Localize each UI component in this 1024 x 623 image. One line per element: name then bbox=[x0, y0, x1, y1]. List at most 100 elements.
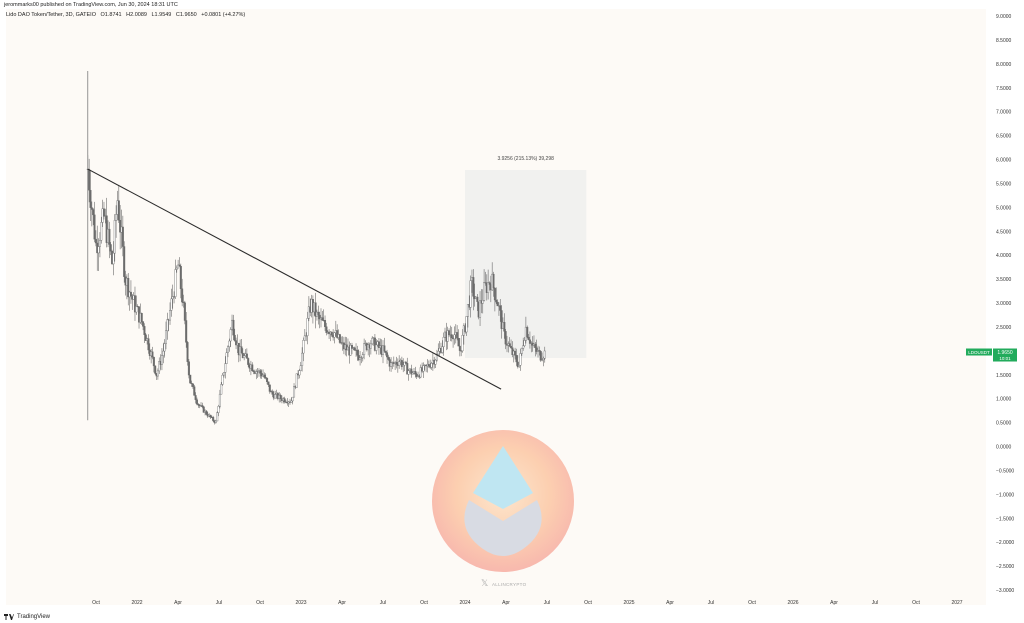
candle-body bbox=[395, 361, 398, 365]
candle-body bbox=[403, 361, 406, 366]
candle-body bbox=[274, 394, 277, 399]
candle-body bbox=[190, 382, 193, 385]
candle-body bbox=[488, 282, 491, 285]
candle-body bbox=[302, 340, 305, 354]
candle-body bbox=[129, 291, 132, 296]
candle-body bbox=[543, 350, 546, 359]
candle-body bbox=[117, 200, 120, 221]
candle-body bbox=[516, 361, 519, 367]
candle-body bbox=[195, 399, 198, 405]
candle-body bbox=[191, 383, 194, 387]
candle-body bbox=[404, 361, 407, 364]
candle-body bbox=[305, 335, 308, 337]
y-tick-label: 8.0000 bbox=[996, 62, 1012, 68]
x-tick-label: 2022 bbox=[131, 600, 142, 606]
candle-body bbox=[406, 363, 409, 375]
candle-body bbox=[466, 304, 469, 317]
x-tick-label: Oct bbox=[584, 600, 592, 606]
candle-body bbox=[232, 319, 235, 336]
candle-body bbox=[240, 346, 243, 354]
y-tick-label: 7.5000 bbox=[996, 86, 1012, 92]
candle-body bbox=[301, 352, 304, 366]
y-tick-label: 1.5000 bbox=[996, 373, 1012, 379]
candle-body bbox=[156, 370, 159, 377]
candle-body bbox=[499, 305, 502, 311]
candle-body bbox=[472, 277, 475, 297]
y-tick-label: 1.0000 bbox=[996, 397, 1012, 403]
x-tick-label: Apr bbox=[666, 600, 674, 606]
candle-body bbox=[333, 332, 336, 338]
candle-body bbox=[90, 207, 93, 210]
candle-body bbox=[492, 273, 495, 289]
candle-body bbox=[504, 331, 507, 345]
candle-body bbox=[119, 220, 122, 233]
y-tick-label: −3.0000 bbox=[996, 588, 1014, 594]
footer: TradingView bbox=[4, 614, 50, 620]
candle-body bbox=[151, 351, 154, 358]
candle-body bbox=[187, 361, 190, 376]
candle-body bbox=[201, 405, 204, 408]
candle-body bbox=[268, 384, 271, 392]
candle-body bbox=[197, 403, 200, 406]
candle-body bbox=[177, 264, 180, 269]
candle-body bbox=[247, 358, 250, 365]
candle-body bbox=[483, 282, 486, 301]
candle-body bbox=[241, 353, 244, 359]
candle-body bbox=[179, 266, 182, 290]
y-tick-label: 6.5000 bbox=[996, 134, 1012, 140]
candle-body bbox=[386, 352, 389, 358]
candle-body bbox=[173, 296, 176, 298]
candle-body bbox=[523, 340, 526, 346]
candle-body bbox=[299, 365, 302, 371]
candle-body bbox=[89, 189, 92, 208]
candle-body bbox=[441, 346, 444, 353]
candle-body bbox=[375, 344, 378, 351]
candle-body bbox=[526, 326, 529, 338]
candle-body bbox=[293, 386, 296, 398]
candle-body bbox=[534, 343, 537, 349]
y-tick-label: 4.0000 bbox=[996, 253, 1012, 259]
candle-body bbox=[361, 354, 364, 358]
y-tick-label: −1.0000 bbox=[996, 492, 1014, 498]
y-tick-label: −2.5000 bbox=[996, 564, 1014, 570]
candle-body bbox=[209, 414, 212, 418]
candle-body bbox=[453, 334, 456, 340]
candle-body bbox=[243, 355, 246, 359]
candle-body bbox=[102, 208, 105, 217]
candle-body bbox=[216, 412, 219, 422]
candle-body bbox=[338, 334, 341, 343]
candle-body bbox=[520, 348, 523, 354]
candle-body bbox=[171, 296, 174, 300]
candle-body bbox=[330, 331, 333, 336]
candle-body bbox=[202, 406, 205, 413]
y-tick-label: −1.5000 bbox=[996, 516, 1014, 522]
candle-body bbox=[133, 295, 136, 313]
candle-body bbox=[251, 364, 254, 371]
ohlc-close: C1.9650 bbox=[175, 12, 197, 18]
candle-body bbox=[383, 345, 386, 352]
candle-body bbox=[94, 238, 97, 244]
candle-body bbox=[519, 353, 522, 366]
candle-body bbox=[140, 312, 143, 322]
candle-body bbox=[430, 363, 433, 368]
lido-drop-lower-icon bbox=[464, 500, 542, 556]
candle-body bbox=[324, 320, 327, 327]
candle-body bbox=[193, 386, 196, 396]
candle-countdown-label: 10:01 bbox=[999, 356, 1011, 361]
footer-brand: TradingView bbox=[17, 614, 51, 620]
x-tick-label: 2024 bbox=[459, 600, 470, 606]
candle-body bbox=[522, 345, 525, 349]
watermark-handle: ALLINCRYPTO bbox=[492, 582, 527, 587]
x-tick-label: 2023 bbox=[295, 600, 306, 606]
candle-body bbox=[100, 222, 103, 241]
candle-body bbox=[121, 226, 124, 247]
candle-body bbox=[181, 288, 184, 303]
y-tick-label: 2.5000 bbox=[996, 325, 1012, 331]
candle-body bbox=[349, 345, 352, 356]
candle-body bbox=[415, 373, 418, 377]
candle-body bbox=[220, 384, 223, 395]
current-price-box bbox=[993, 348, 1017, 362]
publisher-line: jerommarks00 published on TradingView.co… bbox=[4, 2, 178, 8]
candle-body bbox=[271, 391, 274, 395]
